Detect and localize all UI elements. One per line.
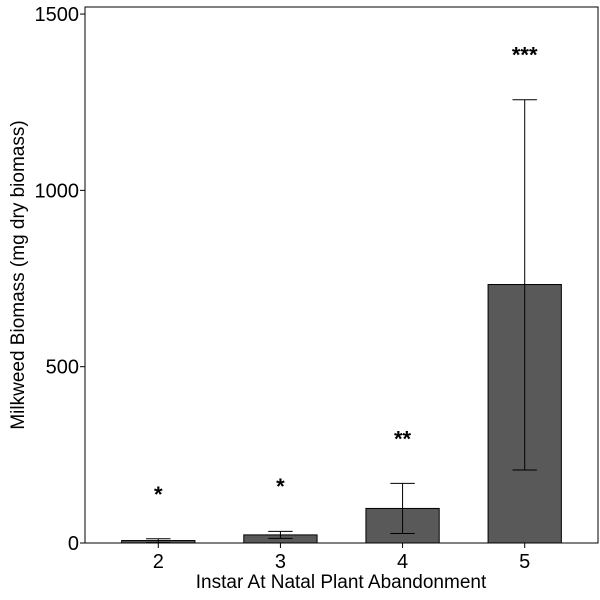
x-tick-label-5: 5 (519, 551, 530, 573)
x-tick-label-4: 4 (397, 551, 408, 573)
significance-label-4: ** (394, 427, 412, 452)
x-tick-label-2: 2 (153, 551, 164, 573)
y-tick-label-0: 0 (68, 533, 79, 555)
x-tick-label-3: 3 (275, 551, 286, 573)
y-tick-label-500: 500 (46, 357, 79, 379)
significance-label-2: * (154, 482, 163, 507)
significance-label-5: *** (512, 42, 538, 67)
x-axis-title: Instar At Natal Plant Abandonment (196, 572, 487, 593)
y-axis-title: Milkweed Biomass (mg dry biomass) (8, 120, 29, 429)
significance-label-3: * (276, 474, 285, 499)
y-tick-label-1500: 1500 (35, 4, 80, 26)
plot-panel (84, 6, 599, 544)
y-tick-label-1000: 1000 (35, 180, 80, 202)
